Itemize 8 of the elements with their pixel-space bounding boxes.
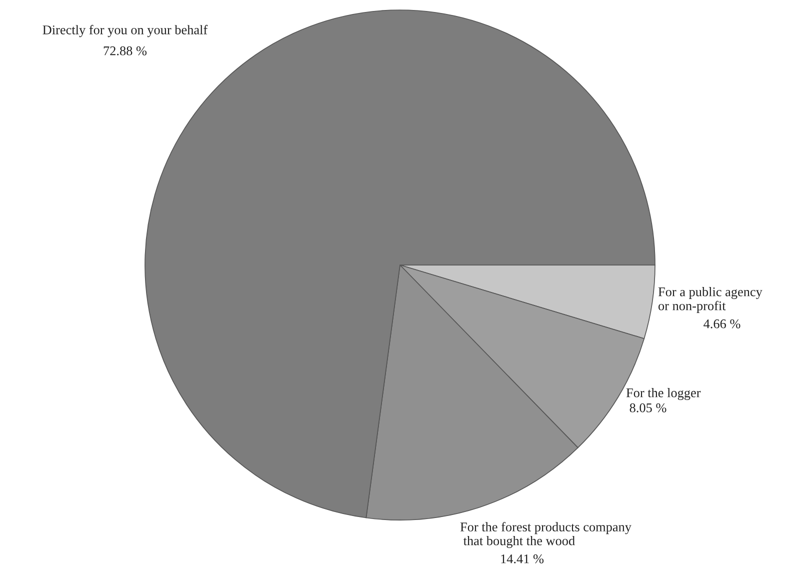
slice-label: Directly for you on your behalf [42, 24, 208, 38]
slice-label: For a public agency or non-profit [658, 287, 762, 313]
data-label: 4.66 % [704, 319, 740, 328]
data-label: 72.88 % [104, 46, 147, 56]
data-label: 14.41 % [501, 554, 544, 564]
slice-label: For the forest products company that bought the wood [460, 522, 632, 548]
data-label: 8.05 % [630, 403, 666, 412]
slice-label: For the logger [626, 388, 701, 400]
